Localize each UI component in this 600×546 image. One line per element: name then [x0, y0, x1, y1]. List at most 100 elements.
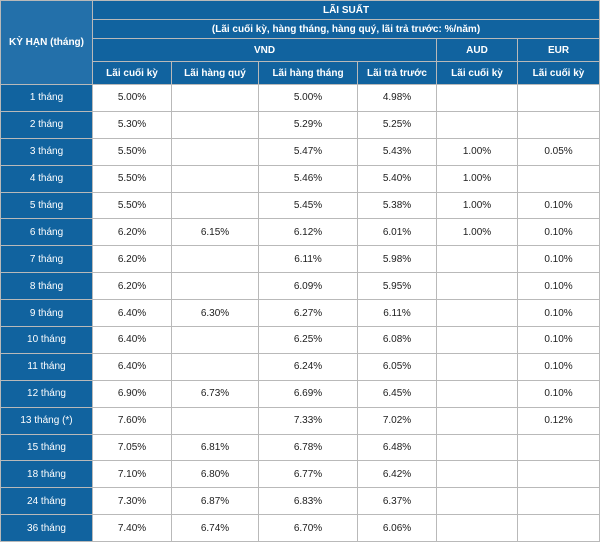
rate-cell: 6.30%	[171, 299, 259, 328]
table-row: 10 tháng 6.40% 6.25% 6.08% 0.10%	[0, 326, 600, 354]
rate-cell: 6.73%	[171, 379, 259, 408]
term-cell: 36 tháng	[0, 514, 93, 543]
rate-cell: 5.00%	[258, 84, 358, 112]
rate-cell: 0.05%	[516, 137, 600, 166]
rate-cell: 0.12%	[516, 406, 600, 435]
table-subtitle: (Lãi cuối kỳ, hàng tháng, hàng quý, lãi …	[91, 19, 600, 39]
term-cell: 4 tháng	[0, 164, 93, 193]
rate-cell: 0.10%	[516, 352, 600, 381]
rate-cell: 5.30%	[92, 110, 172, 139]
table-row: 24 tháng 7.30% 6.87% 6.83% 6.37%	[0, 487, 600, 516]
term-cell: 15 tháng	[0, 433, 93, 462]
column-header: Lãi cuối kỳ	[516, 61, 600, 85]
rate-cell: 7.60%	[92, 406, 172, 435]
table-row: 4 tháng 5.50% 5.46% 5.40% 1.00%	[0, 164, 600, 193]
rate-cell: 7.33%	[258, 406, 358, 435]
rate-cell: 5.50%	[92, 164, 172, 193]
rate-cell: 0.10%	[516, 245, 600, 274]
rate-cell	[436, 379, 518, 408]
rate-cell: 7.40%	[92, 514, 172, 543]
rate-cell: 1.00%	[436, 164, 518, 193]
rate-cell: 6.77%	[258, 460, 358, 489]
rate-cell: 5.38%	[357, 191, 437, 220]
rate-cell	[436, 352, 518, 381]
term-column-header: KỲ HẠN (tháng)	[0, 0, 93, 85]
rate-cell: 5.95%	[357, 272, 437, 301]
rate-cell	[516, 84, 600, 112]
rate-cell: 6.69%	[258, 379, 358, 408]
rate-cell	[171, 137, 259, 166]
rate-cell: 6.24%	[258, 352, 358, 381]
rate-cell: 5.47%	[258, 137, 358, 166]
table-body: 1 tháng 5.00% 5.00% 4.98% 2 tháng 5.30% 5.29% 5…	[0, 84, 600, 543]
rate-cell: 6.11%	[357, 299, 437, 328]
rate-cell: 6.12%	[258, 218, 358, 247]
table-row: 5 tháng 5.50% 5.45% 5.38% 1.00% 0.10%	[0, 191, 600, 220]
rate-cell: 6.25%	[258, 326, 358, 354]
currency-header-vnd: VND	[92, 38, 437, 62]
table-row: 3 tháng 5.50% 5.47% 5.43% 1.00% 0.05%	[0, 137, 600, 166]
rate-cell	[436, 245, 518, 274]
rate-cell: 6.01%	[357, 218, 437, 247]
rate-cell: 5.25%	[357, 110, 437, 139]
rate-cell	[171, 110, 259, 139]
term-cell: 2 tháng	[0, 110, 93, 139]
rate-cell: 6.40%	[92, 326, 172, 354]
column-header: Lãi cuối kỳ	[92, 61, 172, 85]
rate-cell: 6.05%	[357, 352, 437, 381]
rate-cell	[171, 164, 259, 193]
rate-cell	[171, 191, 259, 220]
currency-header-aud: AUD	[436, 38, 518, 62]
rate-cell	[436, 514, 518, 543]
rate-cell: 1.00%	[436, 137, 518, 166]
rate-cell: 5.50%	[92, 137, 172, 166]
rate-cell: 6.20%	[92, 272, 172, 301]
rate-cell: 6.20%	[92, 245, 172, 274]
term-cell: 3 tháng	[0, 137, 93, 166]
rate-cell	[171, 84, 259, 112]
table-row: 11 tháng 6.40% 6.24% 6.05% 0.10%	[0, 352, 600, 381]
rate-cell: 7.02%	[357, 406, 437, 435]
rate-cell	[436, 110, 518, 139]
rate-cell	[516, 487, 600, 516]
rate-cell: 6.78%	[258, 433, 358, 462]
term-cell: 11 tháng	[0, 352, 93, 381]
rate-cell: 5.29%	[258, 110, 358, 139]
rate-cell: 7.30%	[92, 487, 172, 516]
term-cell: 5 tháng	[0, 191, 93, 220]
rate-cell	[436, 272, 518, 301]
column-header: Lãi hàng tháng	[258, 61, 358, 85]
term-cell: 6 tháng	[0, 218, 93, 247]
rate-cell: 0.10%	[516, 218, 600, 247]
term-cell: 10 tháng	[0, 326, 93, 354]
rate-cell	[516, 460, 600, 489]
rate-cell: 1.00%	[436, 191, 518, 220]
rate-cell: 5.00%	[92, 84, 172, 112]
rate-cell: 5.43%	[357, 137, 437, 166]
rate-cell: 5.40%	[357, 164, 437, 193]
rate-cell	[516, 433, 600, 462]
rate-cell: 0.10%	[516, 379, 600, 408]
table-row: 6 tháng 6.20% 6.15% 6.12% 6.01% 1.00% 0.10%	[0, 218, 600, 247]
table-header: KỲ HẠN (tháng) LÃI SUẤT (Lãi cuối kỳ, hà…	[0, 0, 600, 85]
table-row: 7 tháng 6.20% 6.11% 5.98% 0.10%	[0, 245, 600, 274]
rate-cell	[516, 110, 600, 139]
rate-cell	[436, 326, 518, 354]
table-row: 9 tháng 6.40% 6.30% 6.27% 6.11% 0.10%	[0, 299, 600, 328]
rate-cell: 7.05%	[92, 433, 172, 462]
term-cell: 24 tháng	[0, 487, 93, 516]
rate-cell: 6.40%	[92, 299, 172, 328]
term-cell: 9 tháng	[0, 299, 93, 328]
rate-cell: 6.37%	[357, 487, 437, 516]
term-cell: 7 tháng	[0, 245, 93, 274]
table-row: 36 tháng 7.40% 6.74% 6.70% 6.06%	[0, 514, 600, 543]
rate-cell	[436, 487, 518, 516]
rate-cell: 0.10%	[516, 272, 600, 301]
rate-cell: 4.98%	[357, 84, 437, 112]
column-header: Lãi trả trước	[357, 61, 437, 85]
rate-cell: 6.06%	[357, 514, 437, 543]
rate-cell	[516, 164, 600, 193]
column-header: Lãi hàng quý	[171, 61, 259, 85]
